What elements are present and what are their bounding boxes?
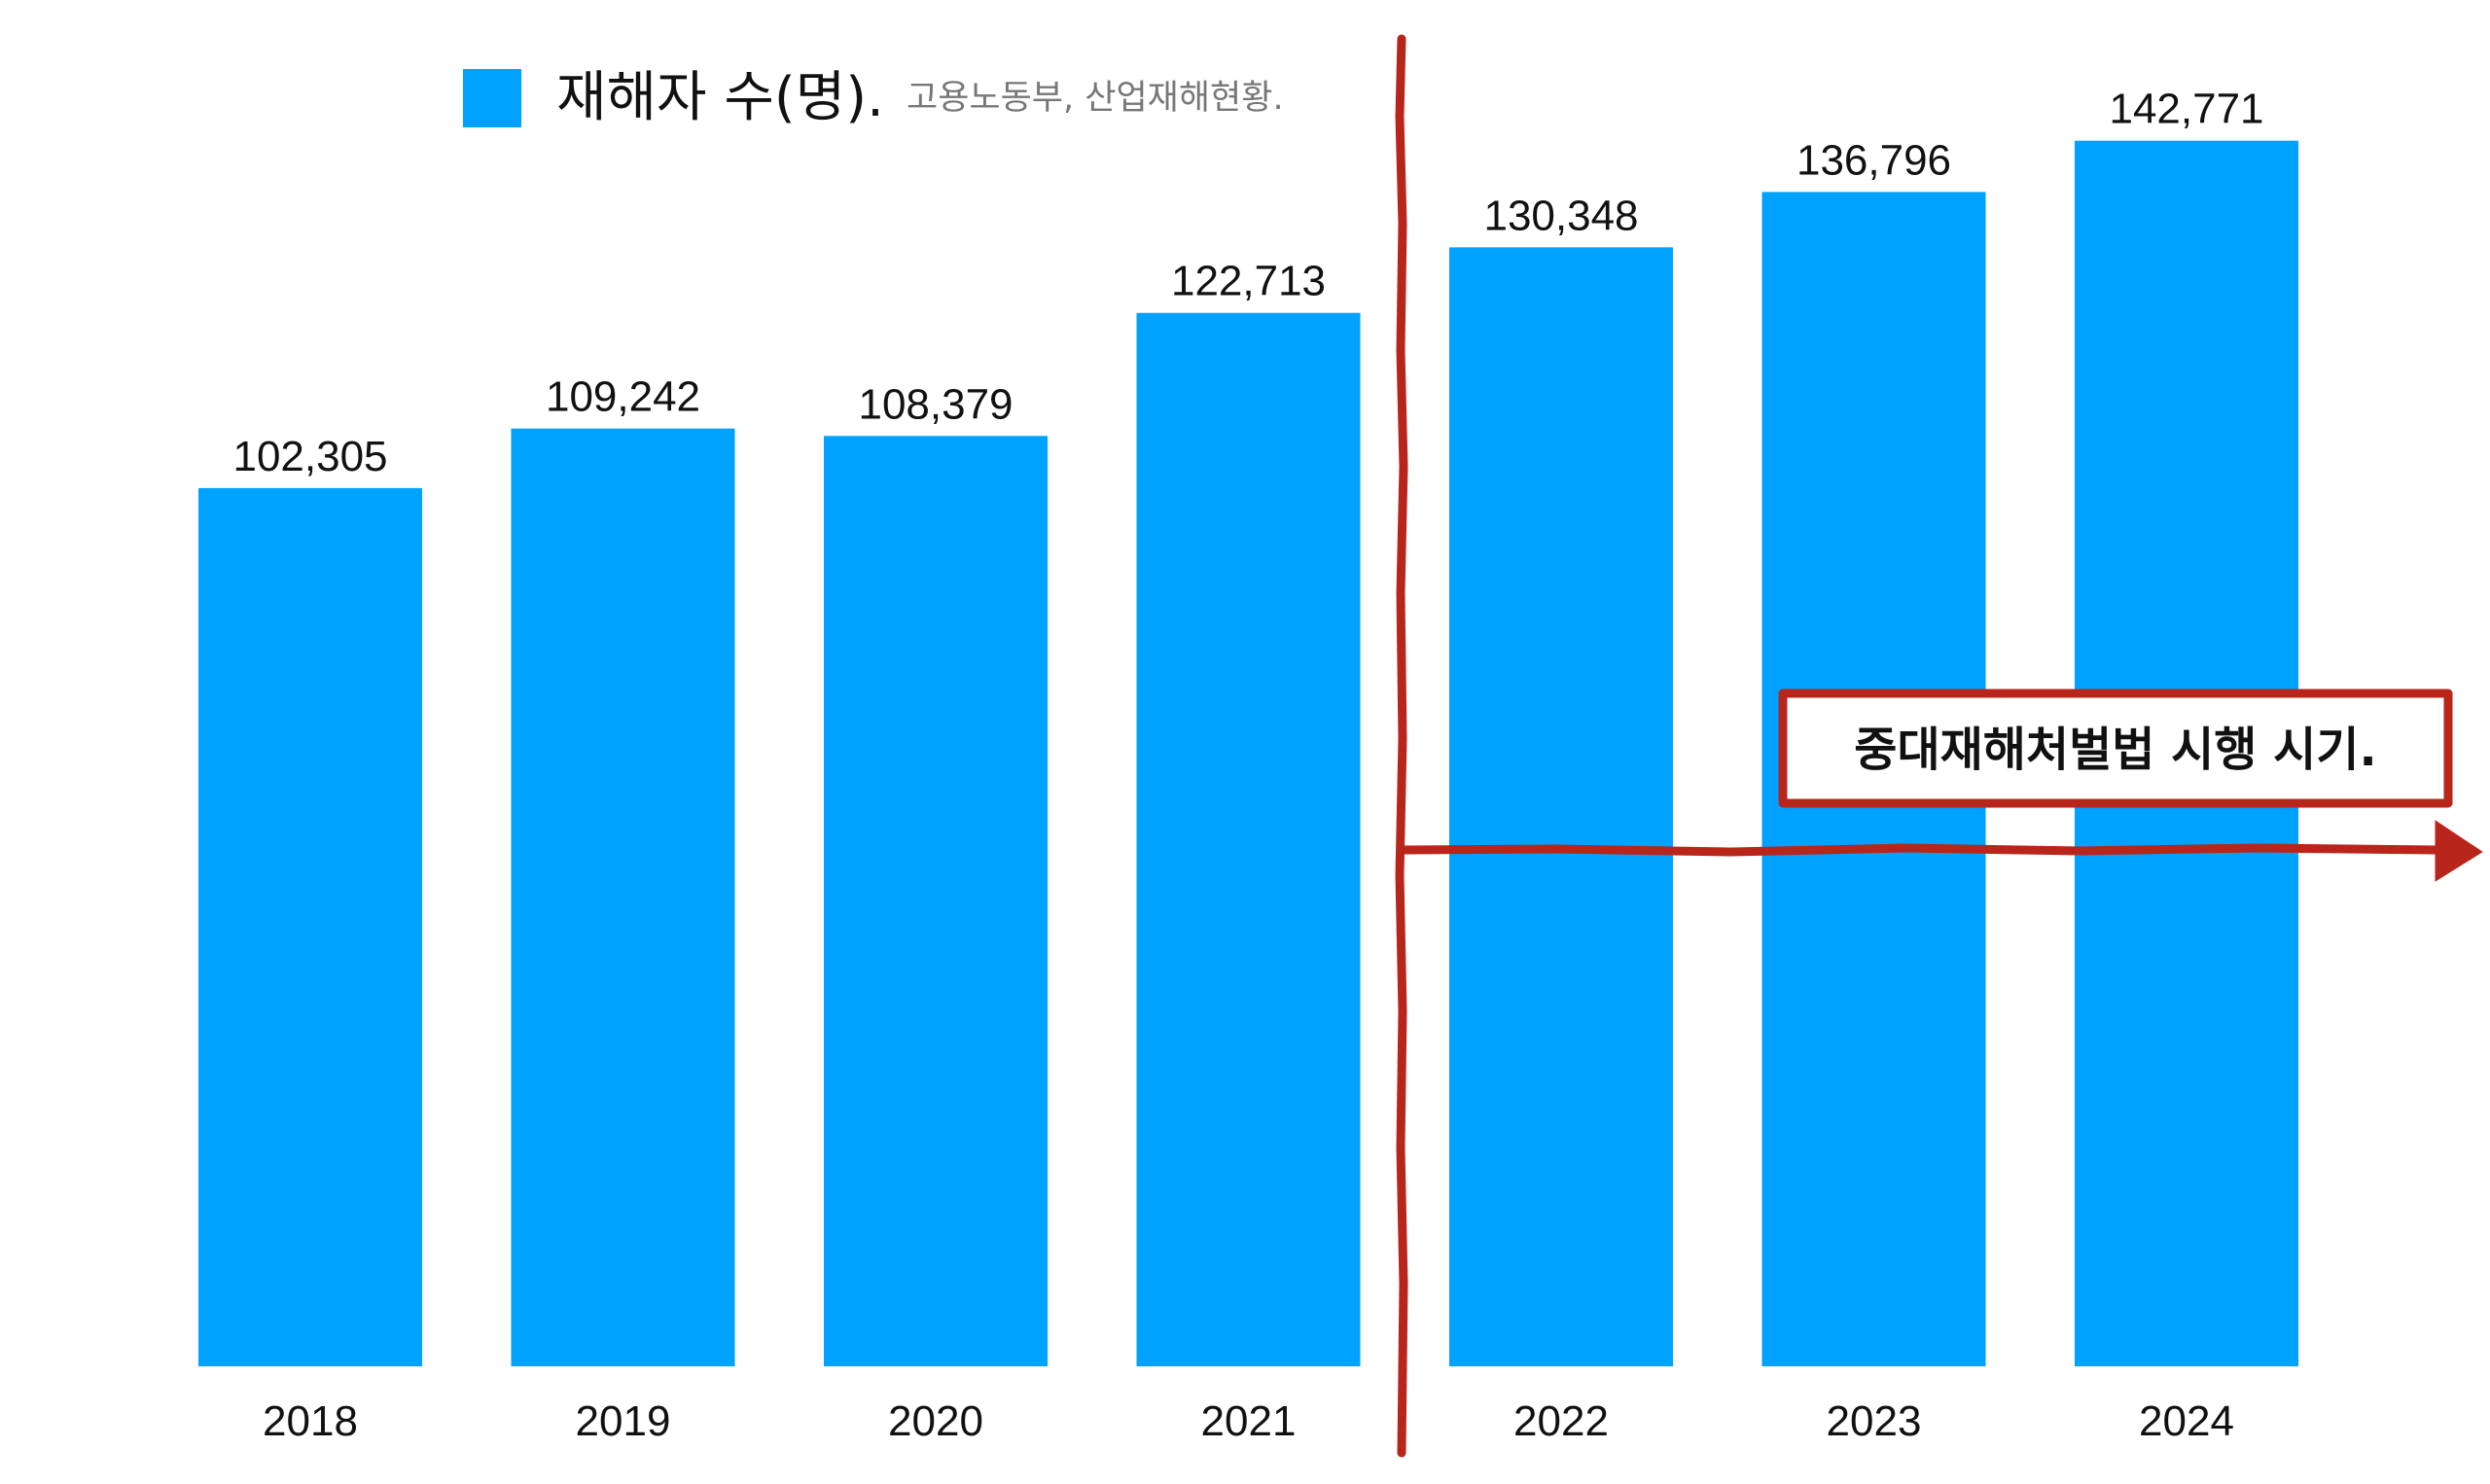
legend-source: 고용노동부, 산업재해현황. [907,79,1284,118]
bar-2018 [198,487,422,1366]
x-tick-label-2019: 2019 [576,1397,671,1445]
bar-value-label-2022: 130,348 [1483,192,1638,239]
bar-value-label-2023: 136,796 [1796,136,1951,184]
bar-2020 [824,436,1048,1366]
bar-2022 [1449,247,1673,1366]
x-axis-ticks: 2018 2019 2020 2021 2022 2023 2024 [263,1397,2234,1445]
annotation-box [1778,689,2453,808]
bar-value-label-2020: 108,379 [858,380,1013,428]
bar-value-label-2019: 109,242 [546,373,700,421]
x-tick-label-2021: 2021 [1201,1397,1297,1445]
bar-value-label-2021: 122,713 [1171,258,1326,305]
legend-swatch [463,69,521,127]
x-tick-label-2023: 2023 [1827,1397,1922,1445]
x-tick-label-2018: 2018 [263,1397,358,1445]
arrow-head-icon [2435,820,2483,882]
legend: 재해자 수(명). 고용노동부, 산업재해현황. [463,66,1284,129]
bar-2021 [1136,312,1361,1366]
value-labels-group: 102,305 109,242 108,379 122,713 130,348 136,7… [232,86,2263,480]
annotation-text: 중대재해처벌법 시행 시기. [1854,723,2376,777]
bar-value-label-2018: 102,305 [232,433,387,480]
legend-title: 재해자 수(명). [556,66,884,129]
x-tick-label-2024: 2024 [2139,1397,2234,1445]
x-tick-label-2022: 2022 [1513,1397,1609,1445]
arrow-shaft [1399,843,2441,857]
bar-2019 [511,428,735,1366]
divider-line [1395,34,1408,1458]
annotation: 중대재해처벌법 시행 시기. [1395,34,2483,1458]
bar-value-label-2024: 142,771 [2109,86,2263,133]
x-tick-label-2020: 2020 [888,1397,983,1445]
